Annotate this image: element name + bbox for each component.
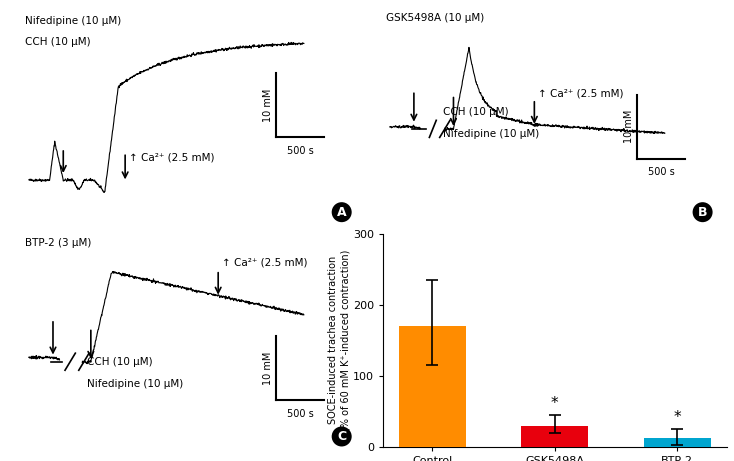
Y-axis label: SOCE-induced trachea contraction
(% of 60 mM K⁺-induced contraction): SOCE-induced trachea contraction (% of 6…	[328, 250, 350, 431]
Text: BTP-2 (3 μM): BTP-2 (3 μM)	[26, 238, 92, 248]
Text: 10 mM: 10 mM	[624, 110, 634, 143]
Bar	[399, 326, 466, 447]
Text: Nifedipine (10 μM): Nifedipine (10 μM)	[443, 129, 539, 139]
Text: ↑ Ca²⁺ (2.5 mM): ↑ Ca²⁺ (2.5 mM)	[538, 89, 623, 99]
Text: *: *	[674, 410, 681, 425]
Text: B: B	[698, 206, 708, 219]
Text: 10 mM: 10 mM	[263, 89, 273, 122]
Text: CCH (10 μM): CCH (10 μM)	[443, 107, 509, 118]
Text: C: C	[337, 430, 346, 443]
Bar	[521, 426, 589, 447]
Text: *: *	[551, 396, 559, 411]
Text: Nifedipine (10 μM): Nifedipine (10 μM)	[87, 379, 184, 389]
Text: 500 s: 500 s	[287, 409, 314, 419]
Text: GSK5498A (10 μM): GSK5498A (10 μM)	[386, 13, 484, 24]
Text: ↑ Ca²⁺ (2.5 mM): ↑ Ca²⁺ (2.5 mM)	[128, 152, 214, 162]
Text: ↑ Ca²⁺ (2.5 mM): ↑ Ca²⁺ (2.5 mM)	[222, 258, 307, 268]
Text: Nifedipine (10 μM): Nifedipine (10 μM)	[26, 16, 122, 26]
Text: A: A	[337, 206, 346, 219]
Text: 500 s: 500 s	[648, 167, 675, 177]
Text: 10 mM: 10 mM	[263, 351, 273, 385]
Text: 500 s: 500 s	[287, 146, 314, 156]
Text: CCH (10 μM): CCH (10 μM)	[26, 37, 91, 47]
Bar	[644, 438, 711, 447]
Text: CCH (10 μM): CCH (10 μM)	[87, 357, 153, 367]
